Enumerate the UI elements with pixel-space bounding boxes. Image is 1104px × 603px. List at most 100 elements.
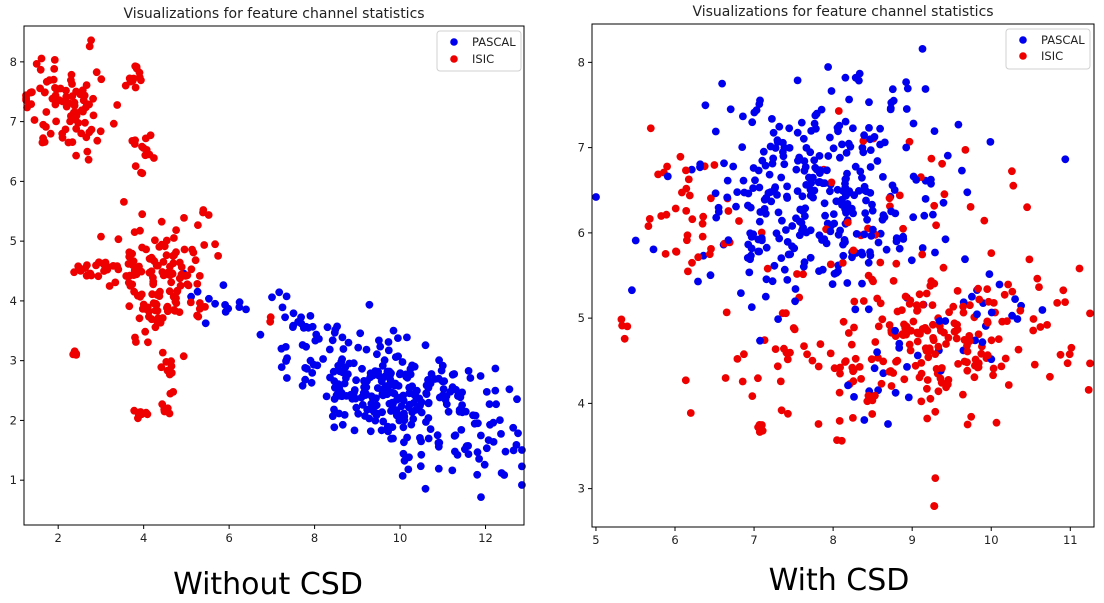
point-pascal xyxy=(785,124,794,133)
point-pascal xyxy=(518,481,526,489)
point-pascal xyxy=(473,448,482,457)
point-pascal xyxy=(399,396,408,405)
point-pascal xyxy=(424,434,433,443)
chart-without-csd: Visualizations for feature channel stati… xyxy=(10,6,526,602)
point-pascal xyxy=(404,465,413,474)
point-pascal xyxy=(726,105,735,114)
point-pascal xyxy=(958,166,966,175)
point-isic xyxy=(32,60,41,68)
point-pascal xyxy=(424,414,433,422)
point-pascal xyxy=(739,112,747,121)
point-isic xyxy=(959,302,967,311)
point-pascal xyxy=(784,250,793,259)
point-pascal xyxy=(746,255,754,264)
point-pascal xyxy=(384,346,393,355)
point-isic xyxy=(923,376,932,384)
point-isic xyxy=(1084,386,1093,394)
point-pascal xyxy=(417,450,426,459)
y-tick-label: 8 xyxy=(578,55,585,69)
point-isic xyxy=(917,359,926,367)
point-pascal xyxy=(889,96,898,105)
point-pascal xyxy=(761,161,770,170)
point-pascal xyxy=(505,385,514,394)
point-isic xyxy=(905,340,914,349)
point-isic xyxy=(51,100,60,109)
point-isic xyxy=(721,374,730,382)
point-isic xyxy=(176,281,185,290)
point-pascal xyxy=(277,344,286,353)
point-isic xyxy=(156,318,165,327)
point-isic xyxy=(859,137,868,145)
point-pascal xyxy=(827,87,836,95)
point-pascal xyxy=(846,142,855,151)
point-pascal xyxy=(373,350,381,359)
point-pascal xyxy=(421,341,430,350)
point-isic xyxy=(46,129,55,138)
point-pascal xyxy=(362,345,371,354)
point-pascal xyxy=(879,173,887,181)
point-isic xyxy=(96,127,105,136)
point-pascal xyxy=(773,136,782,145)
point-pascal xyxy=(464,367,473,375)
point-pascal xyxy=(378,390,387,399)
point-isic xyxy=(885,194,894,203)
point-pascal xyxy=(417,398,426,407)
point-pascal xyxy=(921,195,930,203)
point-pascal xyxy=(400,456,409,465)
point-pascal xyxy=(829,210,838,219)
point-pascal xyxy=(777,173,786,182)
point-isic xyxy=(987,249,996,257)
point-pascal xyxy=(501,447,510,456)
point-isic xyxy=(879,357,888,366)
x-tick-label: 6 xyxy=(671,533,678,547)
point-pascal xyxy=(377,426,386,435)
point-pascal xyxy=(841,205,849,213)
point-pascal xyxy=(409,415,418,423)
point-pascal xyxy=(851,305,860,314)
point-isic xyxy=(77,129,86,138)
point-isic xyxy=(923,384,931,393)
point-pascal xyxy=(319,355,327,363)
point-pascal xyxy=(334,380,343,389)
point-isic xyxy=(997,362,1006,371)
point-isic xyxy=(1014,345,1023,354)
point-isic xyxy=(142,245,151,254)
point-isic xyxy=(160,407,169,416)
point-pascal xyxy=(841,73,850,82)
point-pascal xyxy=(497,430,505,438)
point-isic xyxy=(1008,287,1017,296)
point-pascal xyxy=(438,391,447,400)
point-pascal xyxy=(211,299,220,308)
y-tick-label: 6 xyxy=(578,226,585,240)
point-isic xyxy=(109,119,118,128)
point-isic xyxy=(672,247,680,256)
point-pascal xyxy=(785,144,794,152)
point-pascal xyxy=(839,251,848,260)
point-pascal xyxy=(768,159,777,168)
point-pascal xyxy=(779,148,787,156)
point-isic xyxy=(776,377,785,386)
point-isic xyxy=(977,349,986,358)
point-pascal xyxy=(858,173,866,182)
point-pascal xyxy=(793,128,802,137)
point-isic xyxy=(954,360,962,368)
y-tick-label: 5 xyxy=(10,234,17,248)
point-isic xyxy=(771,345,780,353)
point-pascal xyxy=(838,140,846,149)
point-isic xyxy=(799,270,807,279)
point-pascal xyxy=(193,287,202,296)
point-isic xyxy=(180,245,189,254)
point-pascal xyxy=(765,170,774,179)
point-pascal xyxy=(921,85,930,93)
point-isic xyxy=(1075,264,1084,273)
point-isic xyxy=(97,232,105,241)
point-isic xyxy=(782,309,790,318)
point-pascal xyxy=(828,280,837,288)
point-pascal xyxy=(455,405,464,414)
point-pascal xyxy=(766,188,775,197)
point-pascal xyxy=(403,433,411,442)
point-isic xyxy=(909,317,918,326)
point-isic xyxy=(165,287,174,296)
point-pascal xyxy=(754,235,763,244)
point-isic xyxy=(131,162,140,171)
